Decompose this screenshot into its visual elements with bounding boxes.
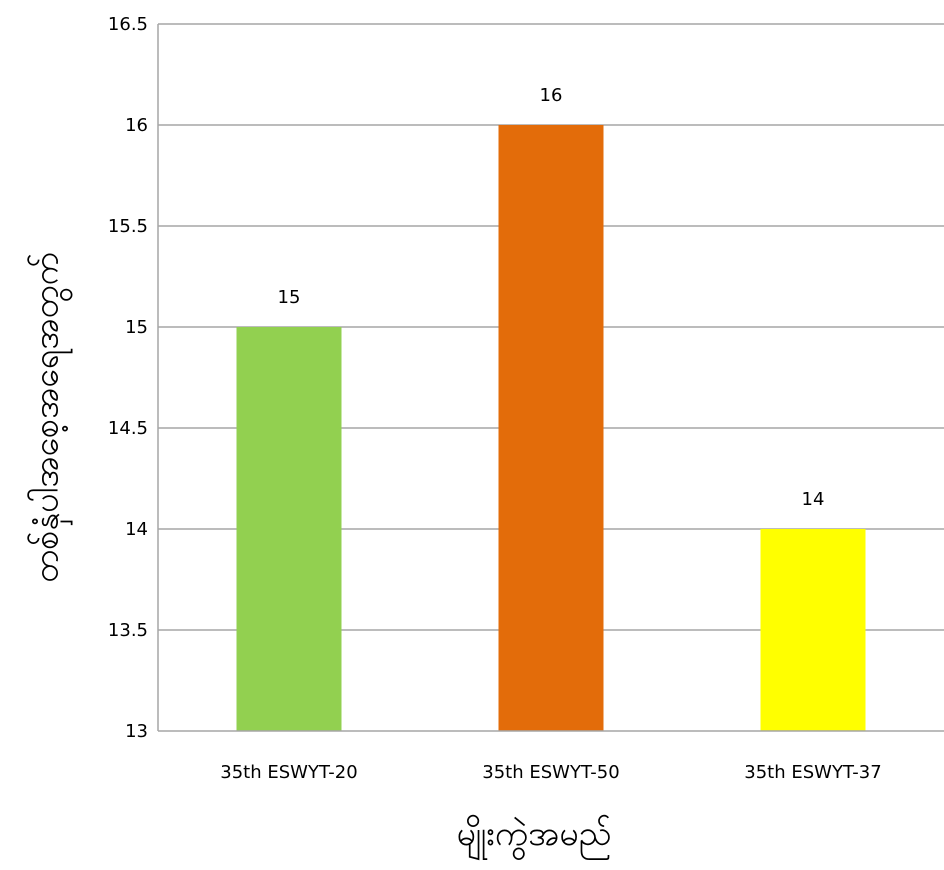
- data-label: 15: [278, 287, 301, 308]
- bars: [236, 125, 866, 731]
- x-tick-label: 35th ESWYT-20: [220, 762, 357, 783]
- y-tick-label: 13.5: [108, 620, 148, 641]
- y-axis-title: တစ်နှံပါအစေ့အရေအတွက်: [27, 252, 73, 583]
- y-tick-label: 16.5: [108, 14, 148, 35]
- y-tick-label: 16: [125, 115, 148, 136]
- x-axis-title: မျိုးကွဲအမည်: [456, 814, 611, 860]
- data-label: 14: [802, 489, 825, 510]
- x-tick-label: 35th ESWYT-37: [744, 762, 881, 783]
- bar: [498, 125, 604, 731]
- y-tick-label: 13: [125, 721, 148, 742]
- data-label: 16: [540, 85, 563, 106]
- x-tick-label: 35th ESWYT-50: [482, 762, 619, 783]
- y-tick-label: 15: [125, 317, 148, 338]
- y-tick-labels: 13 13.5 14 14.5 15 15.5 16 16.5: [108, 14, 148, 742]
- bar: [236, 327, 342, 731]
- x-tick-labels: 35th ESWYT-20 35th ESWYT-50 35th ESWYT-37: [220, 762, 881, 783]
- bar: [760, 529, 866, 731]
- y-tick-label: 14.5: [108, 418, 148, 439]
- y-tick-label: 14: [125, 519, 148, 540]
- y-tick-label: 15.5: [108, 216, 148, 237]
- data-labels: 15 16 14: [278, 85, 825, 510]
